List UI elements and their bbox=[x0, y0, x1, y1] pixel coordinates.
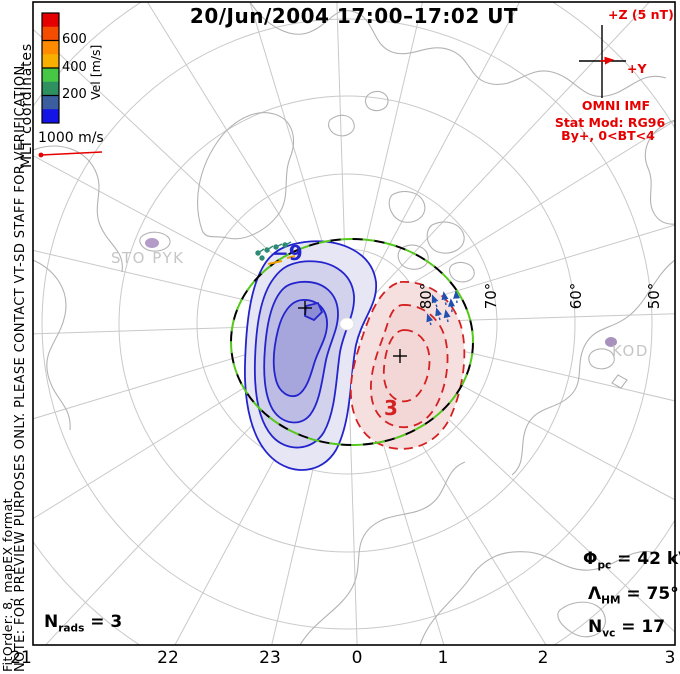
colorbar-tick-400: 400 bbox=[62, 60, 87, 75]
mlt-tick-0: 0 bbox=[351, 648, 363, 668]
colorbar-outline bbox=[41, 12, 60, 124]
latitude-label-70: 70° bbox=[482, 282, 501, 310]
stat-value: = 3 bbox=[84, 612, 123, 632]
station-label-sto-pyk: STO PYK bbox=[111, 249, 185, 267]
stat-lambda-hm: ΛHM = 75° bbox=[588, 584, 679, 607]
stat-symbol: Φ bbox=[583, 549, 598, 569]
latitude-label-50: 50° bbox=[645, 282, 664, 310]
velocity-vectors-orange bbox=[267, 255, 296, 265]
radar-station-markers bbox=[145, 238, 617, 347]
colorbar-band bbox=[42, 95, 59, 110]
stat-symbol: Λ bbox=[588, 584, 602, 604]
colorbar-band bbox=[42, 40, 59, 55]
contour-label-negative: −9 bbox=[272, 241, 303, 265]
stat-polar-cap-potential: Φpc = 42 kV bbox=[583, 549, 680, 572]
colorbar-band bbox=[42, 68, 59, 83]
coordinate-system-label: MLT coordinates bbox=[19, 43, 35, 168]
positive-cell-center-marker bbox=[393, 349, 407, 363]
mlt-tick-2: 2 bbox=[537, 648, 549, 668]
colorbar-band bbox=[42, 81, 59, 96]
stat-value: = 17 bbox=[615, 617, 666, 637]
imf-z-axis-label: +Z (5 nT) bbox=[608, 7, 674, 22]
scale-vector bbox=[38, 151, 103, 158]
velocity-colorbar bbox=[42, 13, 59, 124]
pole-marker bbox=[339, 317, 355, 331]
positive-potential-cell bbox=[349, 281, 466, 450]
station-marker-iceland bbox=[145, 238, 159, 248]
station-label-kod: KOD bbox=[612, 342, 649, 360]
colorbar-tick-200: 200 bbox=[62, 87, 87, 102]
latitude-label-80: 80° bbox=[417, 282, 436, 310]
plot-frame bbox=[32, 1, 676, 646]
scale-vector-label: 1000 m/s bbox=[38, 130, 104, 146]
plot-title: 20/Jun/2004 17:00–17:02 UT bbox=[189, 4, 519, 28]
imf-condition-label: By+, 0<BT<4 bbox=[561, 128, 655, 143]
stat-n-radars: Nrads = 3 bbox=[44, 612, 123, 635]
stat-n-vectors: Nvc = 17 bbox=[588, 617, 666, 640]
imf-y-axis-label: +Y bbox=[627, 61, 647, 76]
colorbar-tick-600: 600 bbox=[62, 32, 87, 47]
velocity-vectors-teal bbox=[255, 241, 292, 261]
colorbar-band bbox=[42, 13, 59, 28]
stat-subscript: rads bbox=[58, 622, 85, 635]
hm-boundary-green bbox=[230, 238, 474, 446]
negative-potential-cell bbox=[244, 240, 377, 471]
stat-subscript: vc bbox=[602, 627, 616, 640]
mlt-tick-3: 3 bbox=[664, 648, 676, 668]
stat-symbol: N bbox=[588, 617, 603, 637]
stat-subscript: HM bbox=[601, 594, 621, 607]
mlt-tick-23: 23 bbox=[259, 648, 281, 668]
negative-cell-center-marker bbox=[298, 301, 312, 315]
stat-value: = 75° bbox=[620, 584, 679, 604]
stat-symbol: N bbox=[44, 612, 59, 632]
colorbar-band bbox=[42, 54, 59, 69]
imf-model-label: Stat Mod: RG96 bbox=[554, 115, 666, 130]
imf-source-label: OMNI IMF bbox=[581, 98, 651, 113]
mlt-tick-1: 1 bbox=[437, 648, 449, 668]
colorbar-band bbox=[42, 26, 59, 41]
imf-dial bbox=[579, 25, 626, 98]
mlt-tick-22: 22 bbox=[157, 648, 179, 668]
colorbar-band bbox=[42, 109, 59, 124]
stat-value: = 42 kV bbox=[617, 549, 680, 569]
latitude-label-60: 60° bbox=[567, 282, 586, 310]
velocity-vectors-blue bbox=[426, 290, 461, 326]
station-marker-kodiak bbox=[605, 337, 617, 347]
mlt-tick-21: 21 bbox=[10, 648, 32, 668]
colorbar-axis-label: Vel [m/s] bbox=[88, 44, 103, 100]
imf-vector-arrow bbox=[599, 56, 615, 65]
contour-label-positive: 3 bbox=[384, 396, 398, 420]
stat-subscript: pc bbox=[597, 559, 612, 572]
coastlines bbox=[33, 2, 675, 645]
